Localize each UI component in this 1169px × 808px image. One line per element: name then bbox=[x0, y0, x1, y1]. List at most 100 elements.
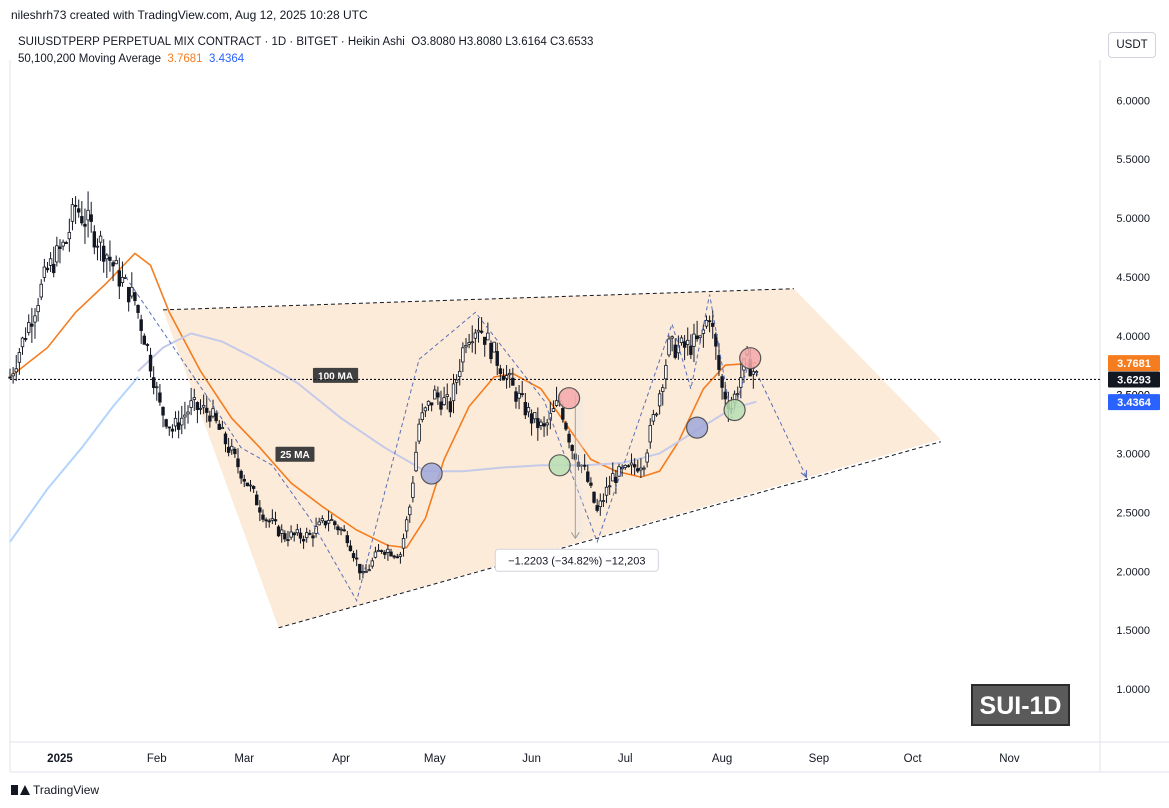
candle-body bbox=[173, 417, 178, 427]
candle-body bbox=[392, 555, 396, 558]
candle bbox=[23, 327, 28, 342]
candle bbox=[570, 444, 574, 460]
candle-body bbox=[567, 433, 571, 443]
candle-body bbox=[408, 506, 412, 516]
candle bbox=[642, 465, 646, 476]
candle-body bbox=[220, 426, 225, 430]
candle bbox=[492, 341, 496, 353]
candle bbox=[414, 441, 418, 473]
candle bbox=[714, 332, 718, 360]
candle-body bbox=[39, 283, 43, 298]
candle-body bbox=[267, 520, 271, 523]
candle bbox=[89, 201, 93, 233]
candle-body bbox=[458, 370, 462, 377]
candle-body bbox=[542, 423, 546, 427]
moving-average-legend[interactable]: 50,100,200 Moving Average 3.7681 3.4364 bbox=[18, 51, 593, 68]
candle-body bbox=[245, 482, 250, 487]
candle bbox=[305, 527, 309, 543]
candle-body bbox=[95, 245, 100, 248]
candle bbox=[607, 475, 612, 495]
candle-body bbox=[270, 518, 275, 521]
candle bbox=[442, 386, 446, 406]
candle bbox=[598, 493, 602, 516]
candle-body bbox=[523, 401, 528, 416]
candle bbox=[517, 384, 521, 410]
y-tick-label: 2.0000 bbox=[1116, 566, 1150, 578]
symbol-info-line[interactable]: SUIUSDTPERP PERPETUAL MIX CONTRACT · 1D … bbox=[18, 34, 593, 51]
candle-body bbox=[654, 413, 659, 416]
candle-body bbox=[373, 551, 378, 558]
candle bbox=[226, 437, 231, 457]
candle bbox=[567, 430, 571, 449]
candle bbox=[532, 412, 537, 424]
candle-body bbox=[661, 387, 665, 392]
candle-body bbox=[239, 470, 243, 479]
candle-body bbox=[598, 500, 602, 508]
candle bbox=[617, 463, 621, 477]
candle-body bbox=[189, 400, 193, 408]
candle bbox=[101, 239, 106, 273]
candle bbox=[230, 438, 234, 455]
candle-body bbox=[11, 373, 15, 377]
candle bbox=[458, 359, 462, 386]
candle-body bbox=[495, 351, 499, 366]
candle bbox=[211, 399, 215, 419]
candle bbox=[673, 338, 677, 360]
candle bbox=[411, 475, 415, 503]
candle bbox=[351, 550, 356, 562]
candle bbox=[723, 381, 727, 407]
candle bbox=[133, 291, 137, 306]
candle-body bbox=[58, 246, 62, 249]
candle-body bbox=[461, 347, 465, 363]
candle bbox=[379, 549, 384, 554]
candle-body bbox=[379, 550, 384, 553]
candle-body bbox=[161, 406, 165, 416]
candle-body bbox=[398, 554, 403, 557]
candle-body bbox=[273, 519, 278, 522]
candle bbox=[686, 327, 690, 356]
candle bbox=[401, 533, 406, 557]
candle-body bbox=[186, 411, 190, 415]
candle bbox=[739, 363, 743, 399]
currency-button[interactable]: USDT bbox=[1108, 32, 1156, 58]
candle-body bbox=[295, 529, 300, 534]
candle bbox=[320, 515, 325, 524]
candle-body bbox=[532, 412, 537, 420]
candle bbox=[554, 386, 559, 408]
candle bbox=[158, 383, 162, 406]
candle bbox=[551, 400, 556, 413]
candle-body bbox=[439, 401, 443, 410]
candle bbox=[173, 411, 178, 432]
candle-body bbox=[64, 242, 68, 244]
candle-body bbox=[14, 368, 18, 373]
candle bbox=[645, 449, 649, 468]
candle bbox=[679, 335, 684, 346]
candle-body bbox=[411, 482, 415, 498]
candle bbox=[398, 551, 403, 564]
candle-body bbox=[105, 254, 109, 260]
candle-body bbox=[52, 263, 56, 274]
candle bbox=[258, 500, 262, 522]
candle bbox=[367, 564, 371, 572]
candle-body bbox=[361, 571, 365, 573]
candle-body bbox=[454, 379, 459, 383]
candle-body bbox=[667, 338, 671, 356]
tradingview-logo[interactable]: TradingView bbox=[11, 783, 99, 797]
candle bbox=[301, 535, 306, 549]
candle-body bbox=[711, 322, 715, 327]
candle-body bbox=[582, 464, 587, 467]
candle bbox=[45, 261, 50, 273]
candle-body bbox=[498, 368, 503, 375]
candle-body bbox=[73, 204, 78, 207]
candle-body bbox=[133, 292, 137, 302]
candle-body bbox=[333, 521, 337, 526]
candle-body bbox=[336, 526, 340, 531]
candle-body bbox=[576, 461, 581, 467]
candle-body bbox=[386, 548, 390, 553]
candle-body bbox=[126, 286, 131, 303]
candle-body bbox=[364, 571, 368, 573]
x-tick-label: Jun bbox=[522, 753, 541, 765]
candle-body bbox=[155, 386, 159, 389]
candle bbox=[270, 509, 275, 525]
